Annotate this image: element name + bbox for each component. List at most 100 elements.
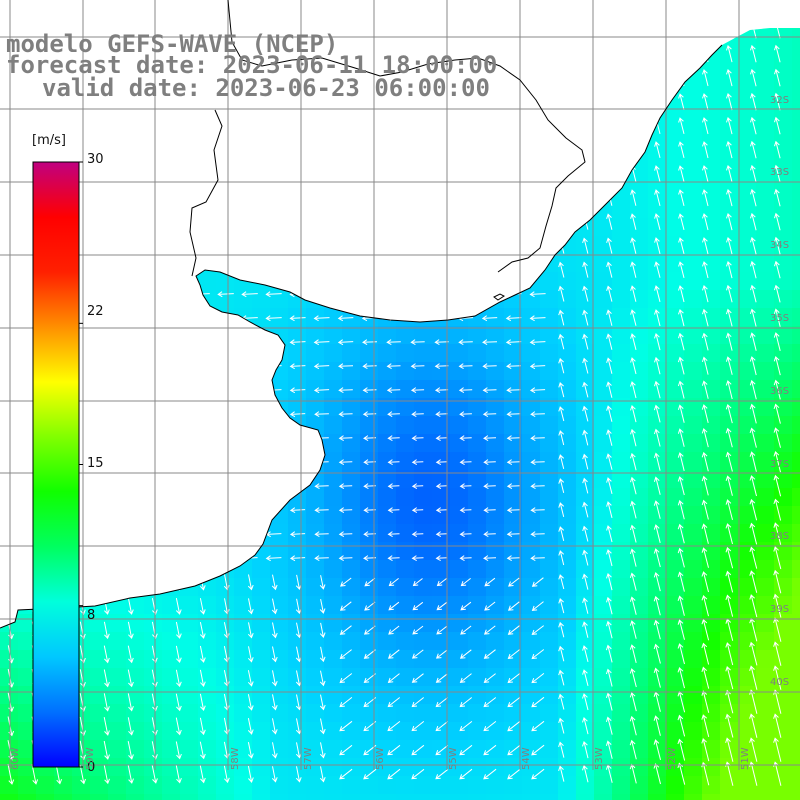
wind-arrow bbox=[629, 548, 637, 567]
wind-speed-cell bbox=[270, 560, 289, 579]
wind-speed-cell bbox=[684, 362, 703, 381]
wind-speed-cell bbox=[648, 200, 667, 219]
wind-speed-cell bbox=[234, 578, 253, 597]
wind-speed-cell bbox=[324, 488, 343, 507]
wind-speed-cell bbox=[720, 200, 739, 219]
wind-speed-cell bbox=[792, 398, 800, 417]
wind-speed-cell bbox=[324, 380, 343, 399]
wind-speed-cell bbox=[342, 398, 361, 417]
wind-speed-cell bbox=[576, 650, 595, 669]
wind-speed-cell bbox=[360, 434, 379, 453]
wind-speed-cell bbox=[288, 704, 307, 723]
wind-speed-cell bbox=[756, 218, 775, 237]
wind-speed-cell bbox=[612, 308, 631, 327]
wind-arrow bbox=[483, 744, 497, 756]
wind-arrow bbox=[606, 549, 613, 567]
wind-speed-cell bbox=[360, 362, 379, 381]
wind-speed-cell bbox=[612, 254, 631, 273]
wind-speed-cell bbox=[648, 362, 667, 381]
wind-arrow bbox=[725, 689, 734, 714]
wind-arrow bbox=[701, 523, 709, 544]
wind-speed-cell bbox=[630, 254, 649, 273]
wind-speed-cell bbox=[288, 758, 307, 777]
wind-arrow bbox=[435, 649, 448, 659]
wind-arrow bbox=[750, 284, 757, 303]
wind-arrow bbox=[531, 673, 545, 684]
wind-speed-cell bbox=[306, 740, 325, 759]
wind-arrow bbox=[314, 531, 329, 538]
wind-arrow bbox=[701, 427, 709, 448]
wind-speed-cell bbox=[306, 632, 325, 651]
wind-arrow bbox=[582, 573, 589, 590]
wind-arrow bbox=[774, 236, 781, 255]
wind-speed-cell bbox=[612, 560, 631, 579]
wind-arrow bbox=[386, 387, 401, 394]
wind-arrow bbox=[339, 673, 353, 684]
wind-arrow bbox=[725, 713, 734, 738]
wind-speed-cell bbox=[702, 596, 721, 615]
wind-speed-cell bbox=[486, 398, 505, 417]
wind-speed-cell bbox=[414, 344, 433, 363]
wind-speed-cell bbox=[144, 614, 163, 633]
wind-arrow bbox=[701, 547, 709, 568]
wind-arrow bbox=[482, 339, 498, 346]
wind-speed-cell bbox=[342, 794, 361, 800]
wind-speed-cell bbox=[162, 704, 181, 723]
wind-speed-cell bbox=[378, 632, 397, 651]
wind-arrow bbox=[558, 454, 565, 470]
wind-arrow bbox=[678, 213, 685, 231]
wind-speed-cell bbox=[306, 488, 325, 507]
wind-arrow bbox=[558, 526, 565, 542]
wind-speed-cell bbox=[576, 704, 595, 723]
wind-arrow bbox=[726, 140, 733, 159]
wind-arrow bbox=[725, 380, 733, 400]
wind-arrow bbox=[582, 405, 589, 422]
wind-speed-cell bbox=[666, 290, 685, 309]
wind-speed-cell bbox=[540, 344, 559, 363]
wind-speed-cell bbox=[486, 632, 505, 651]
wind-arrow bbox=[726, 44, 733, 63]
wind-arrow bbox=[773, 617, 782, 642]
wind-speed-cell bbox=[684, 452, 703, 471]
wind-arrow bbox=[725, 499, 733, 521]
lon-label: 53W bbox=[594, 747, 605, 770]
wind-speed-cell bbox=[108, 632, 127, 651]
wind-speed-cell bbox=[306, 758, 325, 777]
wind-speed-cell bbox=[702, 578, 721, 597]
wind-speed-cell bbox=[504, 326, 523, 345]
wind-speed-cell bbox=[486, 542, 505, 561]
wind-speed-cell bbox=[216, 740, 235, 759]
wind-speed-cell bbox=[396, 596, 415, 615]
wind-arrow bbox=[750, 92, 757, 111]
wind-speed-cell bbox=[648, 434, 667, 453]
wind-speed-cell bbox=[486, 362, 505, 381]
wind-arrow bbox=[726, 260, 733, 279]
wind-arrow bbox=[127, 693, 134, 712]
wind-speed-cell bbox=[504, 470, 523, 489]
wind-speed-cell bbox=[774, 38, 793, 57]
wind-speed-cell bbox=[648, 740, 667, 759]
wind-arrow bbox=[677, 619, 685, 640]
wind-arrow bbox=[482, 411, 497, 418]
wind-speed-cell bbox=[684, 596, 703, 615]
wind-speed-cell bbox=[162, 776, 181, 795]
wind-speed-cell bbox=[324, 686, 343, 705]
wind-arrow bbox=[677, 643, 685, 665]
wind-arrow bbox=[630, 381, 637, 399]
wind-speed-cell bbox=[684, 218, 703, 237]
wind-speed-cell bbox=[180, 686, 199, 705]
wind-speed-cell bbox=[360, 650, 379, 669]
wind-speed-cell bbox=[738, 524, 757, 543]
wind-arrow bbox=[127, 597, 134, 615]
wind-arrow bbox=[605, 740, 613, 759]
wind-speed-cell bbox=[432, 794, 451, 800]
wind-speed-cell bbox=[468, 380, 487, 399]
wind-arrow bbox=[506, 435, 521, 442]
wind-speed-cell bbox=[0, 704, 19, 723]
wind-speed-cell bbox=[144, 632, 163, 651]
wind-arrow bbox=[529, 339, 546, 346]
colorbar-tick-30: 30 bbox=[87, 152, 104, 167]
wind-speed-cell bbox=[738, 578, 757, 597]
wind-arrow bbox=[127, 669, 134, 688]
wind-speed-cell bbox=[324, 650, 343, 669]
